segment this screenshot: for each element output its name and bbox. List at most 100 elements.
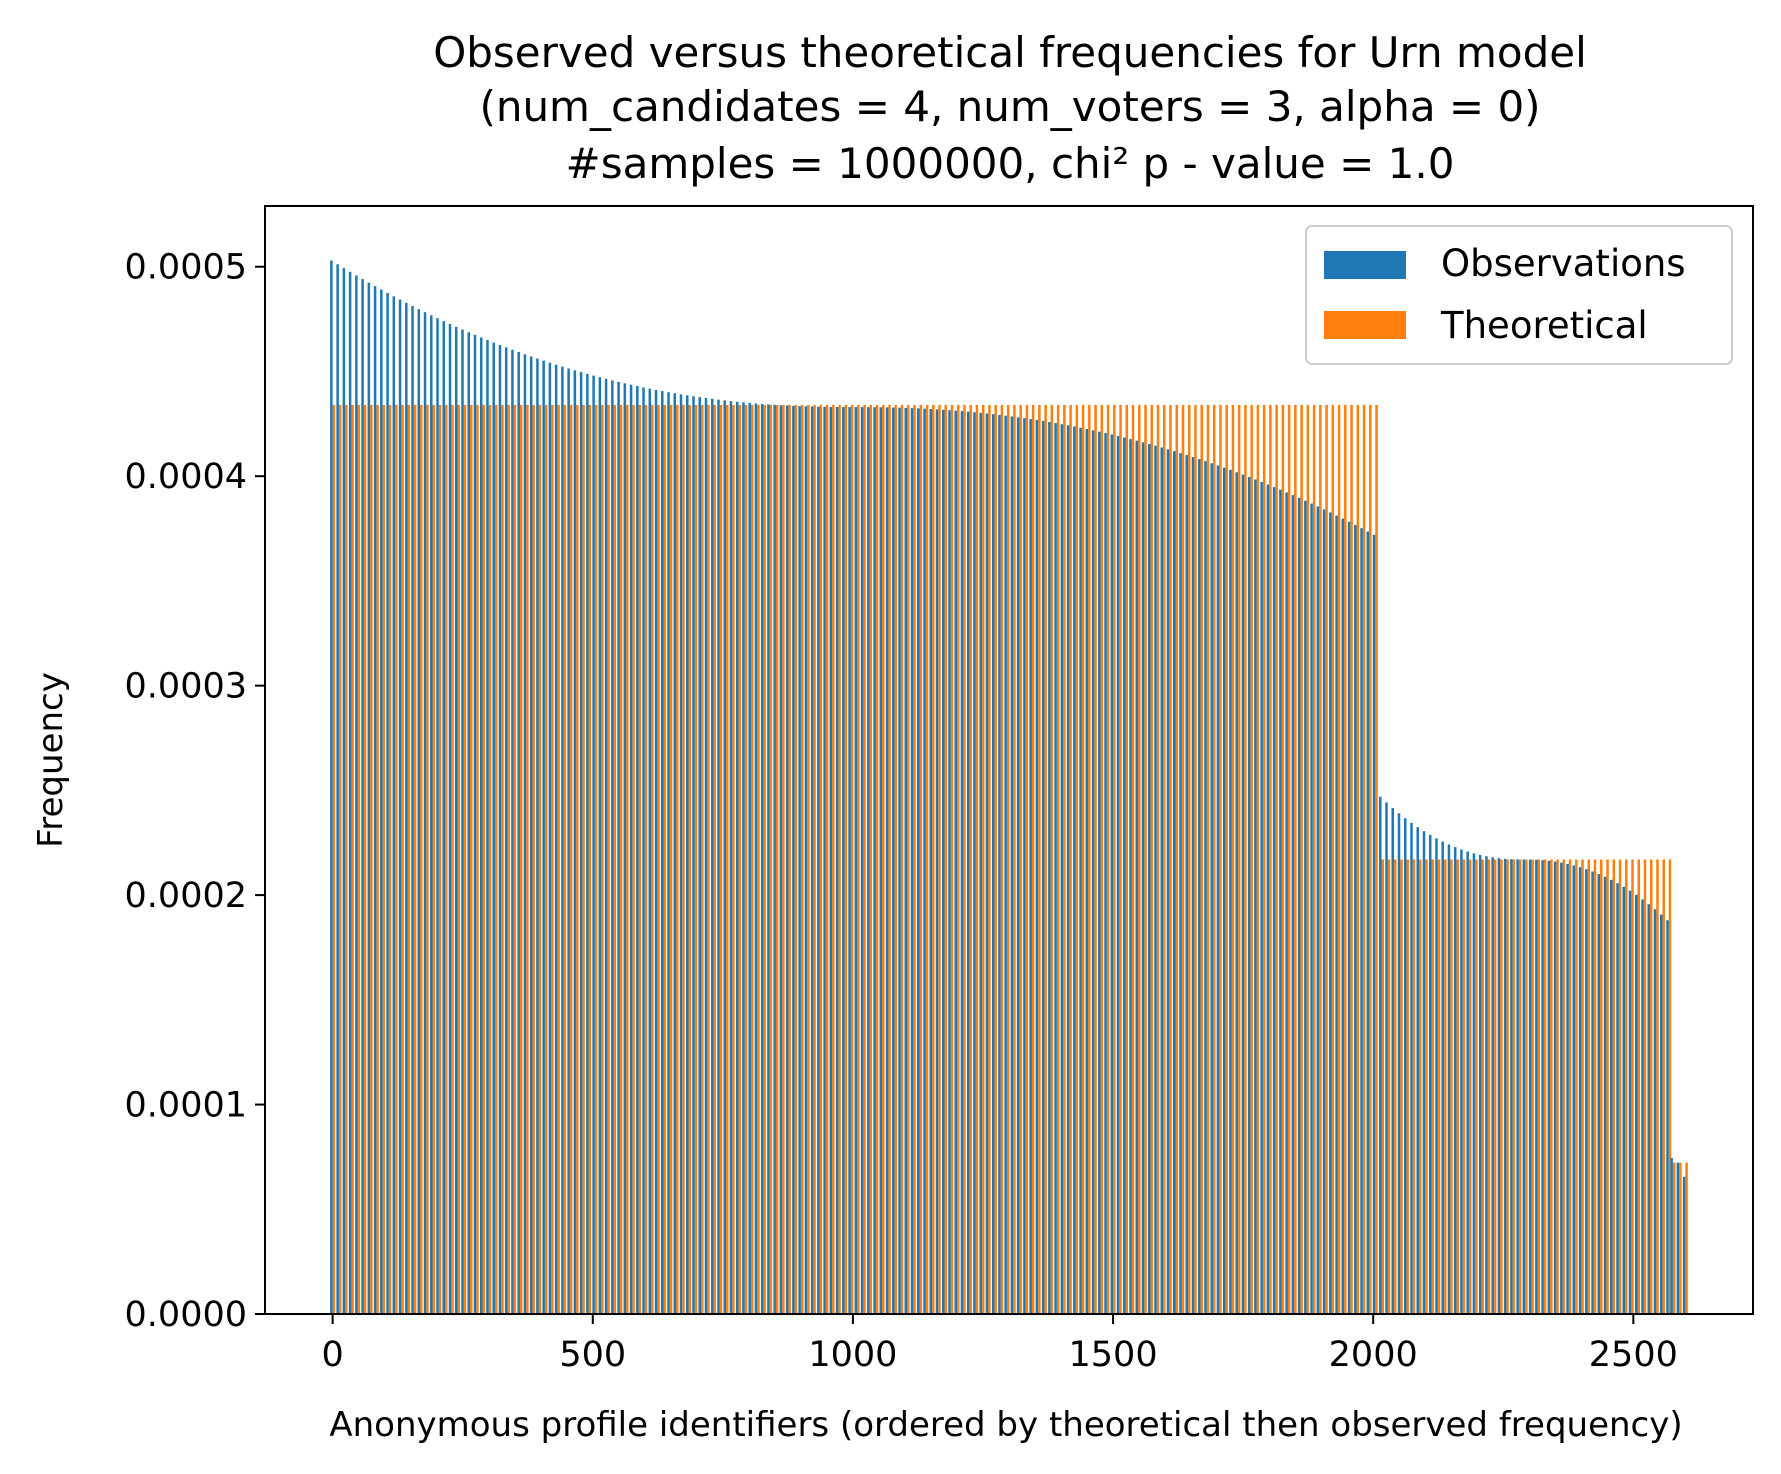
observed-bar [504, 347, 508, 1314]
theoretical-bar [507, 404, 510, 1315]
theoretical-bar [1119, 404, 1122, 1315]
observed-bar [773, 404, 776, 1315]
observed-bar [1098, 431, 1101, 1314]
observed-bar [717, 399, 720, 1314]
theoretical-bar [676, 404, 679, 1315]
observed-bar [673, 393, 677, 1314]
observed-bar [779, 405, 783, 1314]
observed-bar [1628, 890, 1632, 1314]
observed-bar [679, 394, 683, 1315]
chart-title: Observed versus theoretical frequencies … [433, 28, 1587, 188]
observed-bar [1204, 461, 1207, 1314]
observed-bar [1603, 876, 1607, 1314]
theoretical-bar [551, 404, 554, 1315]
theoretical-bar [907, 404, 910, 1315]
theoretical-bar [1006, 404, 1010, 1315]
theoretical-bar [1181, 404, 1185, 1315]
theoretical-bar [619, 404, 623, 1315]
observed-bar [1316, 506, 1320, 1314]
observed-bar [904, 407, 908, 1314]
theoretical-bar [1656, 859, 1659, 1314]
theoretical-bar [1269, 404, 1272, 1315]
theoretical-bar [1200, 404, 1203, 1315]
observed-bar [1422, 831, 1426, 1314]
legend-box [1305, 225, 1733, 365]
observed-bar [1560, 862, 1563, 1314]
theoretical-bar [1431, 859, 1434, 1314]
observed-bar [561, 366, 564, 1314]
theoretical-bar [526, 404, 529, 1315]
theoretical-bar [332, 404, 336, 1315]
observed-bar [1435, 838, 1438, 1314]
observed-bar [1254, 479, 1257, 1315]
theoretical-bar [819, 404, 823, 1315]
theoretical-bar [538, 404, 542, 1315]
theoretical-bar [395, 404, 398, 1315]
theoretical-bar [1013, 404, 1016, 1315]
theoretical-bar [694, 404, 698, 1315]
theoretical-bar [1512, 859, 1516, 1314]
theoretical-bar [900, 404, 904, 1315]
observed-bar [523, 354, 527, 1314]
observed-bar [392, 296, 396, 1315]
chart-title-line-2: (num_candidates = 4, num_voters = 3, alp… [479, 82, 1540, 131]
theoretical-bar [1056, 404, 1060, 1315]
observed-bar [598, 377, 602, 1315]
theoretical-bar [882, 404, 885, 1315]
observed-bar [1210, 463, 1213, 1314]
observed-bar [342, 268, 346, 1314]
observed-bar [1191, 457, 1195, 1314]
theoretical-bar [1487, 859, 1491, 1314]
theoretical-bar [757, 404, 760, 1315]
theoretical-bar [1394, 859, 1397, 1314]
theoretical-bar [981, 404, 985, 1315]
theoretical-bar [1412, 859, 1416, 1314]
theoretical-bar [388, 404, 392, 1315]
theoretical-bar [401, 404, 404, 1315]
observed-bar [579, 372, 583, 1314]
observed-bar [1197, 459, 1201, 1315]
theoretical-bar [863, 404, 866, 1315]
observed-bar [804, 406, 808, 1315]
theoretical-bar [513, 404, 517, 1315]
observed-bar [735, 401, 739, 1314]
observed-bar [361, 279, 364, 1315]
theoretical-bar [913, 404, 916, 1315]
theoretical-bar [932, 404, 935, 1315]
observed-bar [923, 408, 926, 1314]
theoretical-bar [494, 404, 498, 1315]
observed-bar [586, 373, 589, 1314]
observed-bar [1260, 481, 1263, 1315]
observed-bar [1616, 883, 1619, 1314]
theoretical-bar [1506, 859, 1509, 1314]
observed-bar [1129, 439, 1132, 1314]
theoretical-bar [782, 404, 785, 1315]
theoretical-bar [413, 404, 417, 1315]
observed-bar [386, 292, 389, 1314]
theoretical-bar [651, 404, 654, 1315]
observed-bar [1503, 858, 1507, 1314]
theoretical-bar [488, 404, 492, 1315]
theoretical-bar [700, 404, 704, 1315]
observed-bar [623, 383, 627, 1315]
theoretical-bar [1450, 859, 1453, 1314]
observed-bar [1004, 415, 1007, 1314]
observed-bar [405, 302, 408, 1314]
theoretical-bar [944, 404, 947, 1315]
theoretical-bar [1425, 859, 1428, 1314]
observed-bar [1360, 528, 1363, 1314]
observed-bar [1054, 423, 1057, 1315]
observed-bar [1160, 447, 1163, 1314]
observed-bar [729, 401, 733, 1315]
observed-bar [436, 318, 439, 1315]
observed-bar [1682, 1176, 1686, 1314]
theoretical-bar [1500, 859, 1503, 1314]
observed-bar [1222, 467, 1226, 1314]
theoretical-bar [1662, 859, 1665, 1314]
observed-bar [1535, 859, 1538, 1314]
observed-bar [642, 387, 645, 1314]
theoretical-bar [1050, 404, 1054, 1315]
observed-bar [1441, 841, 1444, 1314]
theoretical-bar [1100, 404, 1104, 1315]
observed-bar [1079, 427, 1082, 1314]
